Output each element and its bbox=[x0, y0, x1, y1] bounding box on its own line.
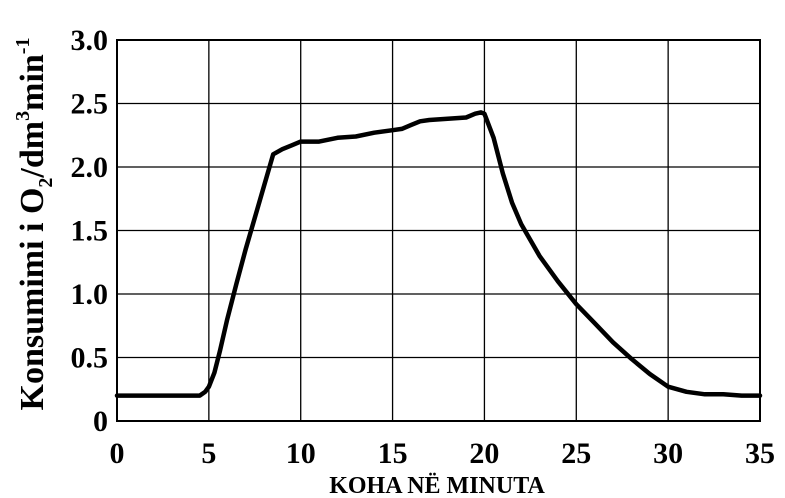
plot-border bbox=[116, 39, 761, 422]
oxygen-consumption-line bbox=[114, 110, 763, 398]
x-axis-title: KOHA NË MINUTA bbox=[329, 473, 545, 498]
y-tick-label-3.0: 3.0 bbox=[71, 24, 109, 57]
y-axis-title-main: Konsumimi i O bbox=[14, 188, 51, 411]
y-tick-label-2.0: 2.0 bbox=[71, 151, 109, 184]
x-tick-label-35: 35 bbox=[745, 437, 775, 470]
y-axis-title-time: min bbox=[14, 54, 51, 111]
y-tick-label-0.5: 0.5 bbox=[71, 342, 109, 375]
y-tick-label-1.5: 1.5 bbox=[71, 215, 109, 248]
y-axis-title-unit: /dm bbox=[14, 121, 51, 179]
series-layer bbox=[114, 110, 763, 398]
y-tick-label-1.0: 1.0 bbox=[71, 278, 109, 311]
x-tick-label-30: 30 bbox=[653, 437, 683, 470]
x-axis-ticks: 0 5 10 15 20 25 30 35 bbox=[110, 437, 776, 470]
x-tick-label-25: 25 bbox=[561, 437, 591, 470]
y-axis-title-superscript-2: -1 bbox=[12, 38, 34, 55]
x-tick-label-15: 15 bbox=[378, 437, 408, 470]
plot-frame bbox=[116, 39, 761, 422]
x-tick-label-20: 20 bbox=[469, 437, 499, 470]
y-axis-ticks: 0 0.5 1.0 1.5 2.0 2.5 3.0 bbox=[71, 24, 109, 438]
y-tick-label-2.5: 2.5 bbox=[71, 88, 109, 121]
y-tick-label-0: 0 bbox=[93, 405, 108, 438]
grid-lines bbox=[117, 40, 760, 421]
x-tick-label-10: 10 bbox=[286, 437, 316, 470]
y-axis-title: Konsumimi i O2/dm3min-1 bbox=[12, 38, 57, 411]
x-tick-label-5: 5 bbox=[201, 437, 216, 470]
y-axis-title-subscript: 2 bbox=[35, 178, 57, 188]
y-axis-title-superscript-1: 3 bbox=[12, 111, 34, 121]
x-tick-label-0: 0 bbox=[110, 437, 125, 470]
